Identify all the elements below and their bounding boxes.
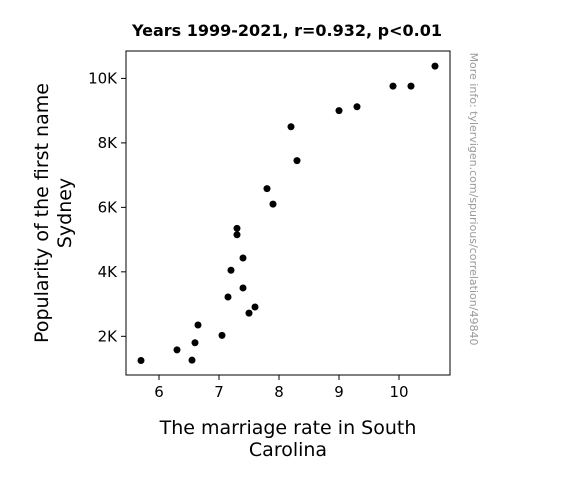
data-point [239,284,247,292]
data-point [245,309,253,317]
plot-area: 6 7 8 9 10 2K 4K 6K 8K 10K [88,50,451,401]
x-axis-label-line-1: The marriage rate in South [159,417,417,439]
data-point [389,82,397,90]
data-point [224,293,232,301]
data-point [218,331,226,339]
data-point [293,157,301,165]
data-point [188,356,196,364]
x-axis-ticks: 6 7 8 9 10 [154,375,409,401]
data-points [137,62,439,364]
data-point [335,107,343,115]
y-tick-label: 8K [98,134,119,152]
x-tick-label: 7 [214,383,224,401]
data-point [407,82,415,90]
data-point [137,356,145,364]
y-tick-label: 6K [98,198,119,216]
x-tick-label: 8 [274,383,284,401]
data-point [173,346,181,354]
data-point [431,62,439,70]
data-point [353,103,361,111]
x-tick-label: 10 [389,383,408,401]
y-tick-label: 10K [88,69,118,87]
data-point [233,231,241,239]
x-axis-label-line-2: Carolina [249,439,327,461]
data-point [251,303,259,311]
data-point [287,123,295,131]
data-point [269,200,277,208]
y-tick-label: 4K [98,263,119,281]
watermark-text: More info: tylervigen.com/spurious/corre… [467,53,480,346]
x-tick-label: 9 [334,383,344,401]
data-point [194,321,202,329]
y-axis-ticks: 2K 4K 6K 8K 10K [88,69,126,345]
y-axis-label-line-2: Sydney [54,178,76,248]
data-point [239,254,247,262]
x-tick-label: 6 [154,383,164,401]
data-point [263,185,271,193]
y-tick-label: 2K [98,327,119,345]
plot-frame [125,50,451,376]
chart-title: Years 1999-2021, r=0.932, p<0.01 [131,21,442,40]
data-point [233,224,241,232]
y-axis-label-line-1: Popularity of the first name [31,83,53,343]
data-point [227,266,235,274]
data-point [191,339,199,347]
